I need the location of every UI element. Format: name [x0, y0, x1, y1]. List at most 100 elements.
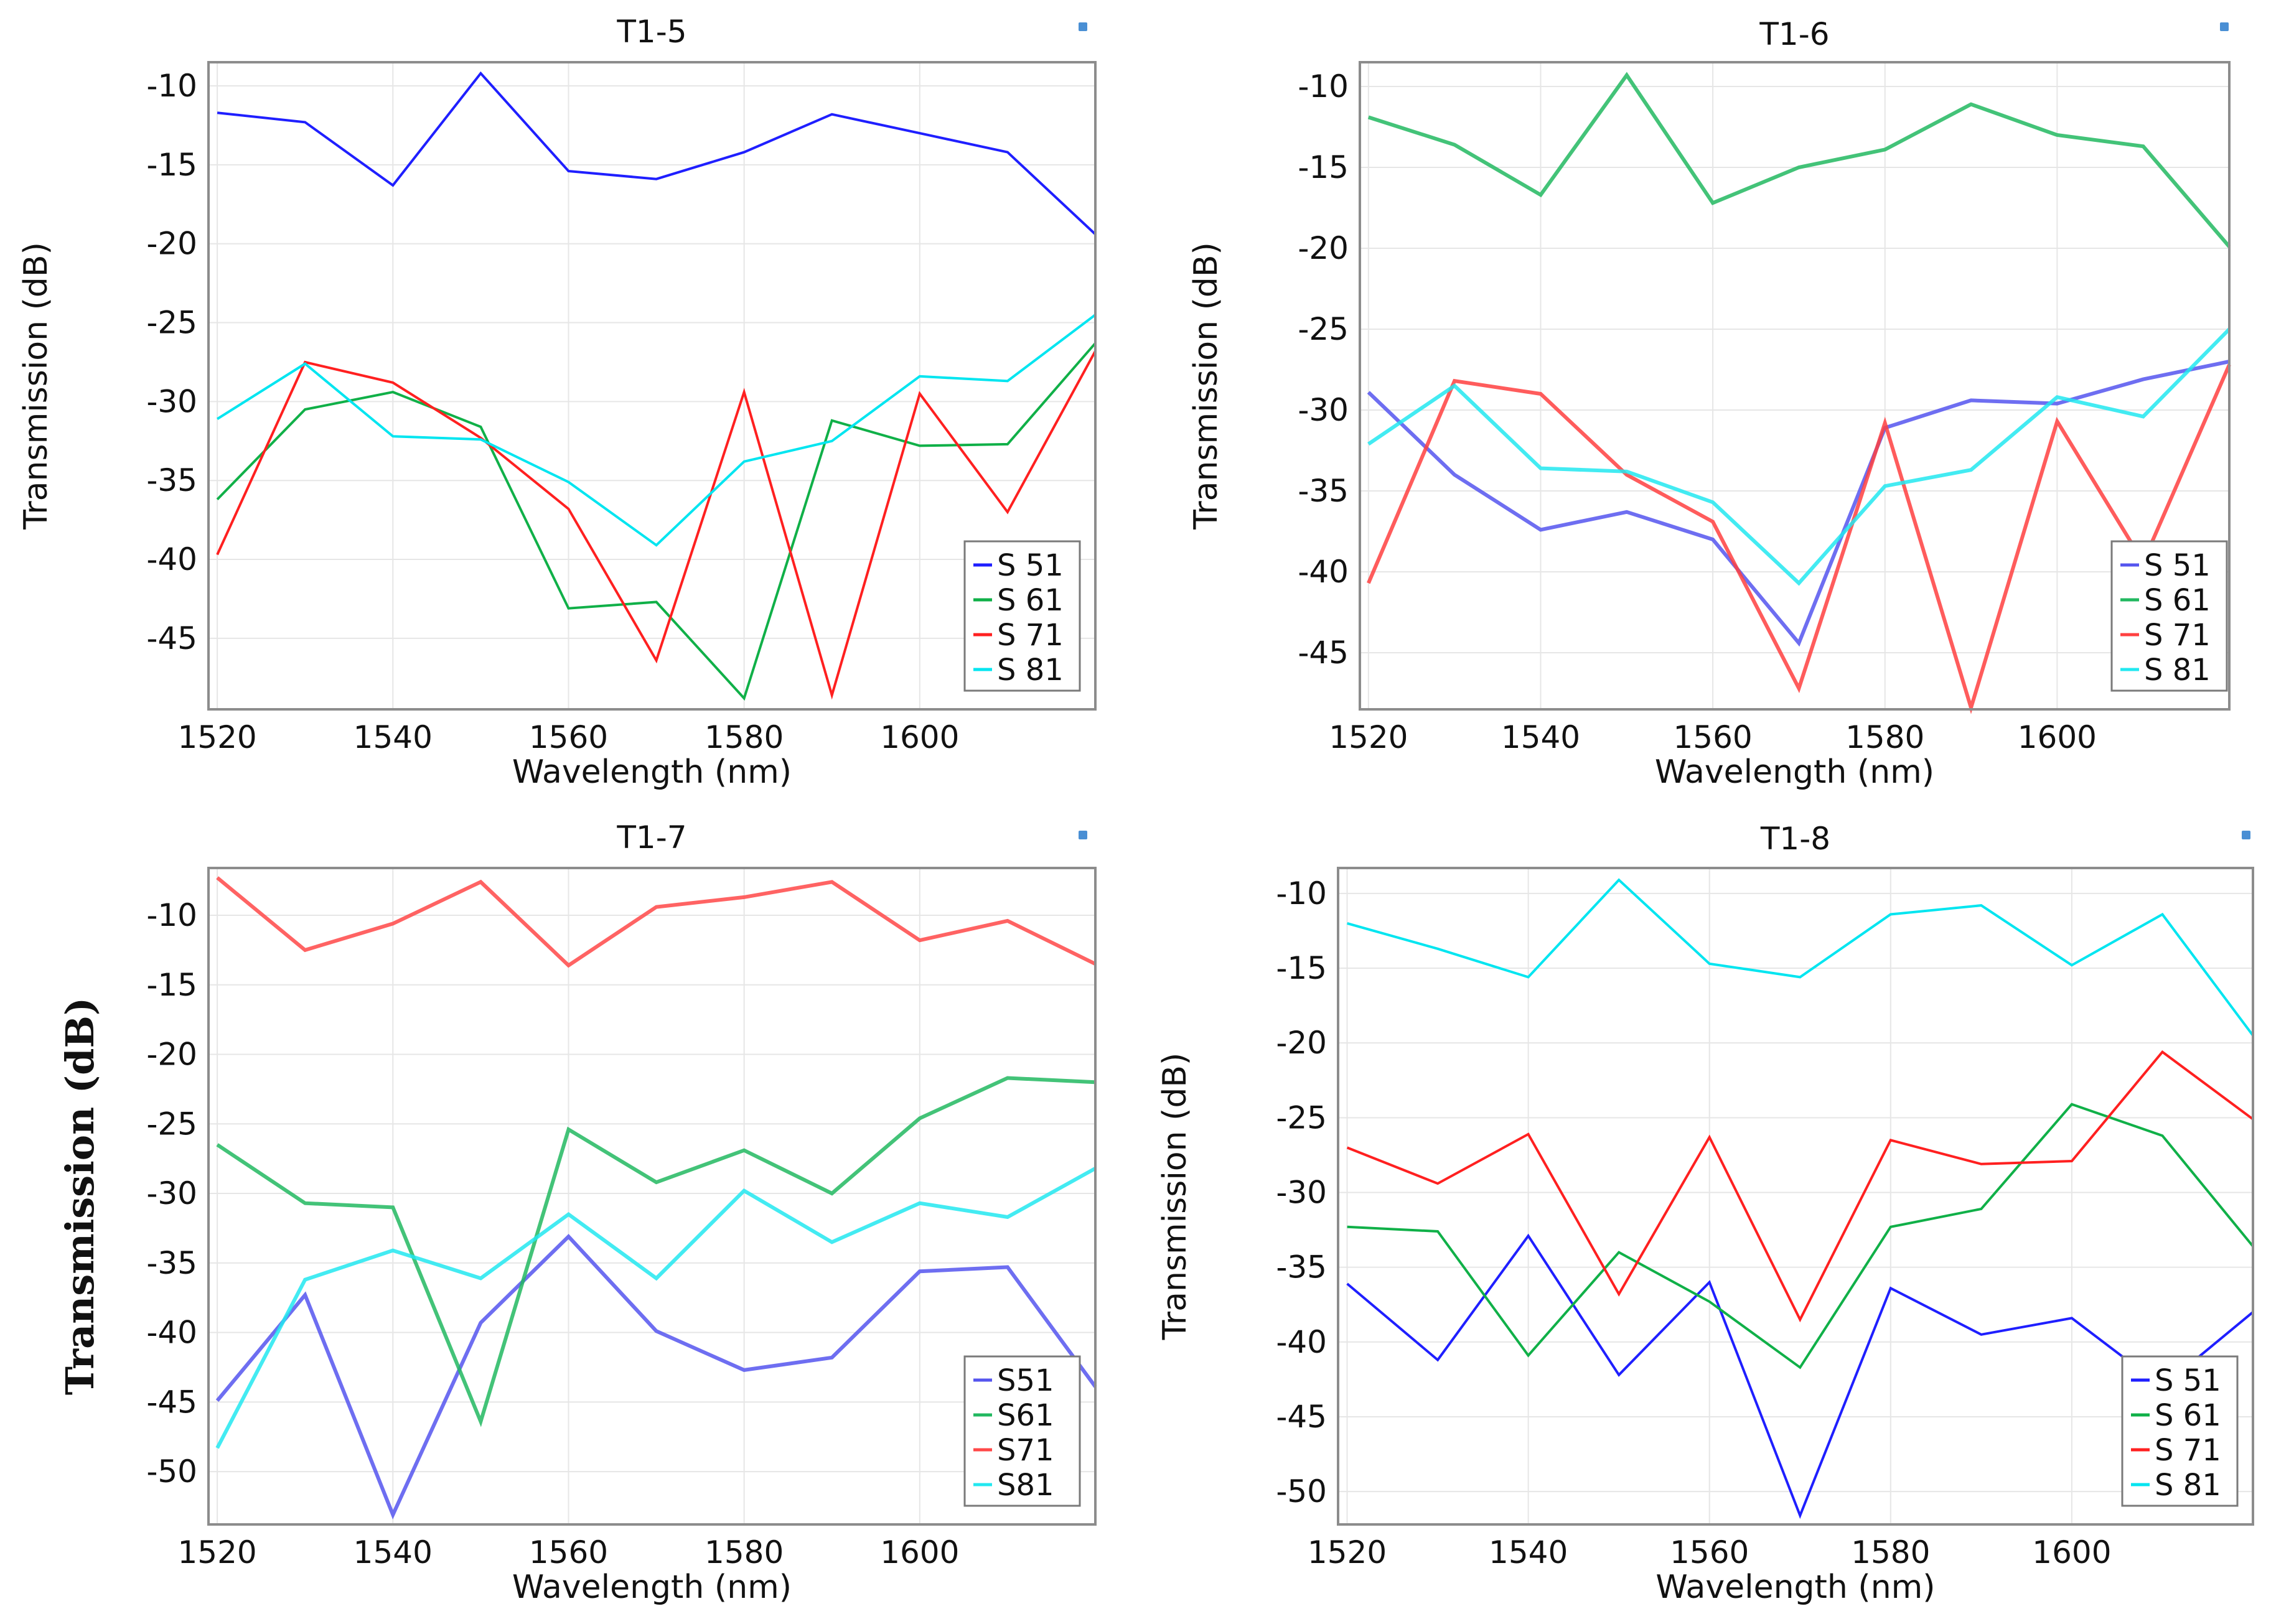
y-tick-label: -45 — [1276, 1399, 1327, 1435]
legend-label: S 71 — [997, 618, 1064, 653]
chart-title: T1-5 — [616, 14, 686, 50]
y-tick-label: -25 — [146, 1106, 197, 1142]
legend-label: S 61 — [2155, 1398, 2221, 1433]
x-tick-label: 1600 — [880, 719, 959, 755]
y-tick-label: -20 — [1276, 1025, 1327, 1061]
x-axis-label: Wavelength (nm) — [512, 754, 792, 791]
y-tick-label: -30 — [146, 383, 197, 419]
y-tick-label: -25 — [146, 305, 197, 341]
x-axis-label: Wavelength (nm) — [1655, 754, 1934, 791]
legend-label: S 51 — [2144, 548, 2211, 583]
legend-label: S 71 — [2144, 618, 2211, 653]
y-tick-label: -30 — [146, 1175, 197, 1211]
x-tick-label: 1540 — [354, 1534, 433, 1570]
x-tick-label: 1560 — [1670, 1534, 1749, 1570]
y-tick-label: -40 — [146, 541, 197, 577]
y-tick-label: -15 — [1276, 950, 1327, 986]
x-tick-label: 1580 — [705, 1534, 784, 1570]
chart-panel-1: T1-5 1520 1540 1560 1580 1600 -10 -15 -20 -25 -30 -… — [17, 14, 1097, 791]
x-tick-label: 1580 — [705, 719, 784, 755]
legend: S 51S 61S 71S 81 — [2110, 540, 2228, 692]
x-tick-label: 1540 — [354, 719, 433, 755]
series-line-4 — [1367, 327, 2231, 586]
y-tick-label: -15 — [1298, 149, 1349, 185]
legend-label: S81 — [997, 1468, 1054, 1503]
x-tick-label: 1520 — [177, 1534, 256, 1570]
plot-frame — [1337, 867, 2254, 1526]
y-axis-label: Transmission (dB) — [57, 997, 103, 1395]
x-tick-label: 1580 — [1851, 1534, 1930, 1570]
chart-panel-4: T1-8 1520 1540 1560 1580 1600 -10 -15 -20 -25 -30 -… — [1156, 821, 2254, 1606]
legend-label: S 81 — [2155, 1468, 2221, 1503]
y-axis-label: Transmission (dB) — [17, 242, 55, 530]
y-tick-label: -35 — [1276, 1249, 1327, 1286]
y-tick-label: -35 — [146, 1245, 197, 1281]
x-tick-label: 1580 — [1845, 719, 1924, 755]
y-axis-label: Transmission (dB) — [1187, 242, 1225, 530]
x-tick-label: 1560 — [1673, 719, 1752, 755]
x-tick-label: 1600 — [2018, 719, 2097, 755]
y-tick-label: -20 — [146, 1037, 197, 1073]
y-tick-label: -40 — [1298, 554, 1349, 590]
y-tick-label: -10 — [1298, 68, 1349, 105]
x-tick-label: 1540 — [1501, 719, 1580, 755]
y-tick-label: -15 — [146, 147, 197, 183]
plot-frame — [207, 867, 1097, 1526]
y-tick-label: -20 — [1298, 230, 1349, 266]
series-line-1 — [1346, 1233, 2254, 1519]
y-tick-label: -40 — [1276, 1324, 1327, 1360]
legend-label: S51 — [997, 1363, 1054, 1398]
x-tick-label: 1600 — [2032, 1534, 2111, 1570]
export-icon — [2220, 22, 2229, 31]
series-line-4 — [217, 314, 1097, 547]
series-line-3 — [1367, 364, 2231, 714]
series-line-2 — [216, 342, 1097, 701]
y-tick-label: -30 — [1276, 1174, 1327, 1210]
y-tick-label: -50 — [146, 1454, 197, 1490]
legend: S 51S 61S 71S 81 — [963, 540, 1081, 692]
x-axis-label: Wavelength (nm) — [512, 1569, 792, 1606]
y-tick-label: -10 — [146, 897, 197, 933]
series-line-1 — [217, 71, 1097, 235]
plot-frame — [207, 61, 1097, 711]
legend: S 51S 61S 71S 81 — [2121, 1355, 2239, 1507]
chart-title: T1-7 — [616, 819, 686, 856]
legend-label: S 81 — [2144, 653, 2211, 688]
legend-box — [2110, 540, 2228, 692]
series-line-2 — [216, 1076, 1096, 1427]
y-tick-label: -30 — [1298, 392, 1349, 428]
x-tick-label: 1560 — [529, 1534, 608, 1570]
x-tick-label: 1520 — [1329, 719, 1408, 755]
legend-label: S 61 — [2144, 583, 2211, 618]
y-axis-label: Transmission (dB) — [1156, 1053, 1194, 1341]
y-tick-label: -25 — [1276, 1099, 1327, 1136]
chart-panel-3: T1-7 1520 1540 1560 1580 1600 -10 -15 -20 -25 -30 -… — [57, 819, 1097, 1606]
series-line-4 — [215, 1167, 1097, 1449]
series-line-2 — [1367, 72, 2231, 248]
y-tick-label: -10 — [146, 68, 197, 104]
x-tick-label: 1600 — [880, 1534, 959, 1570]
legend-label: S 71 — [2155, 1433, 2221, 1468]
y-tick-label: -50 — [1276, 1473, 1327, 1510]
y-tick-label: -35 — [1298, 473, 1349, 509]
y-tick-label: -20 — [146, 226, 197, 262]
export-icon — [2242, 831, 2250, 839]
series-line-4 — [1347, 878, 2254, 1037]
series-line-1 — [215, 1233, 1097, 1520]
y-tick-label: -35 — [146, 462, 197, 498]
legend-label: S 61 — [997, 583, 1064, 618]
x-tick-label: 1520 — [1308, 1534, 1387, 1570]
chart-title: T1-8 — [1760, 821, 1830, 857]
y-tick-label: -10 — [1276, 875, 1327, 912]
y-tick-label: -40 — [146, 1315, 197, 1351]
chart-panel-2: T1-6 1520 1540 1560 1580 1600 -10 -15 -20 -25 -30 -… — [1187, 16, 2231, 791]
x-tick-label: 1520 — [177, 719, 256, 755]
series-line-2 — [1347, 1103, 2254, 1370]
x-tick-label: 1560 — [529, 719, 608, 755]
export-icon — [1079, 22, 1087, 31]
legend-label: S61 — [997, 1398, 1054, 1433]
series-line-3 — [216, 876, 1097, 968]
legend-label: S 51 — [2155, 1363, 2221, 1398]
